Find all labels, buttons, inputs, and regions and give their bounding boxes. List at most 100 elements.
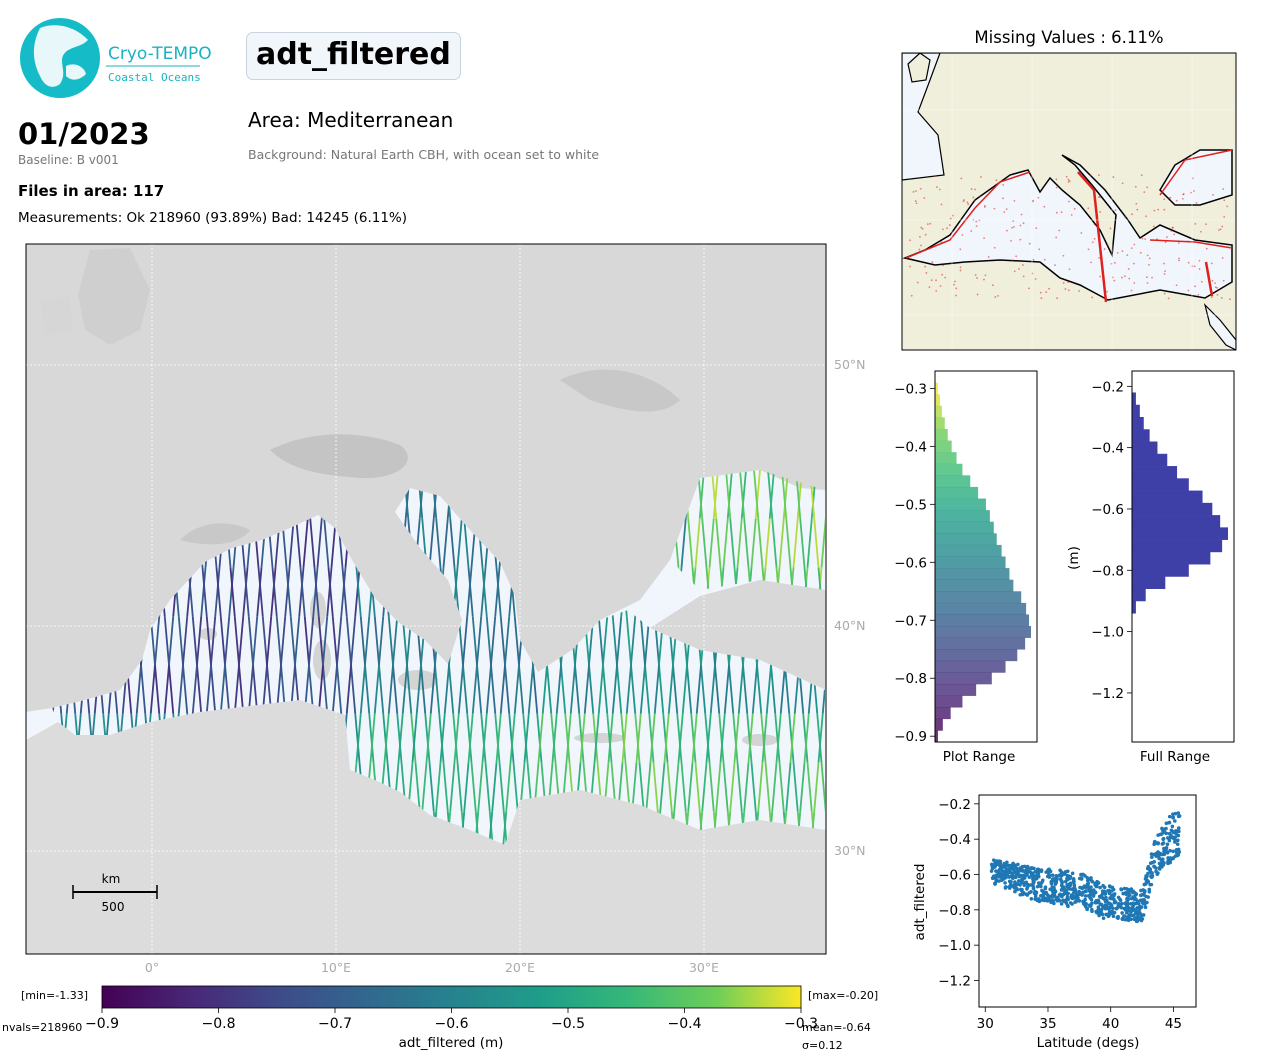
track-segment (639, 664, 646, 714)
scatter-point (1104, 904, 1109, 909)
missing-value-marker (1019, 238, 1022, 241)
track-segment (753, 470, 760, 519)
track-segment (312, 567, 319, 617)
track-segment (602, 664, 609, 714)
missing-value-marker (909, 265, 911, 268)
track-segment (182, 616, 189, 666)
histogram-bar (935, 394, 940, 407)
missing-value-marker (933, 175, 936, 178)
scatter-point (1004, 875, 1008, 880)
histogram-bar (1132, 539, 1223, 553)
missing-value-marker (1216, 294, 1219, 296)
missing-value-marker (1146, 254, 1149, 257)
track-segment (443, 664, 450, 714)
track-segment (317, 616, 324, 666)
histogram-bar (935, 591, 1022, 604)
lon-tick-label: 20°E (505, 960, 535, 975)
scatter-point (1065, 882, 1070, 887)
missing-value-marker (1163, 208, 1166, 211)
track-segment (449, 518, 456, 568)
track-segment (284, 567, 291, 617)
scatter-point (1090, 901, 1094, 905)
scatter-point (1150, 860, 1154, 865)
track-segment (471, 616, 478, 666)
track-segment (837, 665, 841, 714)
track-segment (448, 664, 455, 714)
track-segment (828, 519, 832, 568)
track-segment (135, 664, 142, 714)
histogram-bar (935, 452, 957, 465)
track-segment (481, 567, 488, 617)
missing-value-marker (1226, 205, 1229, 208)
histogram-bar (1132, 515, 1221, 528)
missing-value-marker (1139, 251, 1142, 254)
track-segment (490, 616, 497, 666)
missing-value-marker (954, 280, 956, 283)
scatter-point (1080, 893, 1084, 897)
track-segment (505, 762, 512, 812)
track-segment (550, 713, 557, 763)
scatter-point (999, 878, 1004, 883)
track-segment (560, 664, 567, 714)
missing-value-marker (1062, 254, 1065, 257)
missing-value-marker (1028, 287, 1030, 290)
scatter-point (1108, 884, 1112, 889)
scatter-point (1022, 864, 1027, 869)
missing-value-marker (920, 244, 922, 247)
track-segment (322, 664, 329, 714)
scatter-point (1157, 867, 1162, 871)
scatter-point (1156, 871, 1160, 875)
track-segment (803, 713, 810, 763)
track-segment (733, 713, 740, 763)
track-segment (435, 518, 442, 568)
area-label: Area: Mediterranean (248, 108, 454, 132)
track-segment (196, 664, 203, 714)
track-segment (224, 616, 231, 666)
scatter-point (1082, 884, 1087, 888)
scatter-point (1171, 849, 1176, 854)
track-segment (498, 762, 505, 812)
track-segment (368, 713, 375, 763)
scatter-point (1139, 905, 1144, 909)
track-segment (350, 664, 357, 714)
missing-value-marker (984, 274, 987, 277)
scatter-point (1059, 902, 1064, 906)
scatter-point (1043, 885, 1048, 889)
scatter-point (1102, 885, 1107, 890)
scatter-point (1052, 894, 1057, 898)
track-segment (532, 664, 539, 714)
track-segment (224, 664, 231, 714)
scatter-point (1133, 911, 1138, 916)
scatter-point (1155, 850, 1160, 855)
track-segment (453, 713, 460, 763)
track-segment (435, 762, 442, 812)
scatter-point (1002, 869, 1007, 874)
missing-value-marker (1221, 225, 1224, 228)
missing-value-marker (1112, 176, 1115, 178)
scatter-point (1120, 917, 1125, 922)
missing-value-marker (942, 264, 944, 267)
missing-value-marker (993, 246, 996, 249)
track-segment (592, 713, 599, 763)
missing-value-marker (984, 204, 986, 207)
missing-value-marker (939, 285, 942, 287)
missing-value-marker (1111, 249, 1114, 252)
track-segment (210, 664, 217, 714)
histogram-bar (1132, 490, 1203, 504)
track-segment (201, 567, 208, 617)
track-segment (750, 518, 757, 568)
histogram-bar (1132, 551, 1211, 565)
track-segment (666, 762, 673, 812)
scatter-point (1066, 886, 1070, 891)
track-segment (746, 713, 753, 763)
scatter-point (1143, 900, 1148, 905)
missing-value-marker (1222, 279, 1225, 282)
track-segment (485, 664, 492, 714)
track-segment (316, 518, 323, 568)
missing-value-marker (1194, 285, 1196, 288)
missing-value-marker (1067, 181, 1070, 183)
scatter-point (994, 877, 999, 882)
missing-value-marker (993, 207, 996, 210)
track-segment (495, 567, 502, 617)
missing-value-marker (1163, 273, 1166, 275)
